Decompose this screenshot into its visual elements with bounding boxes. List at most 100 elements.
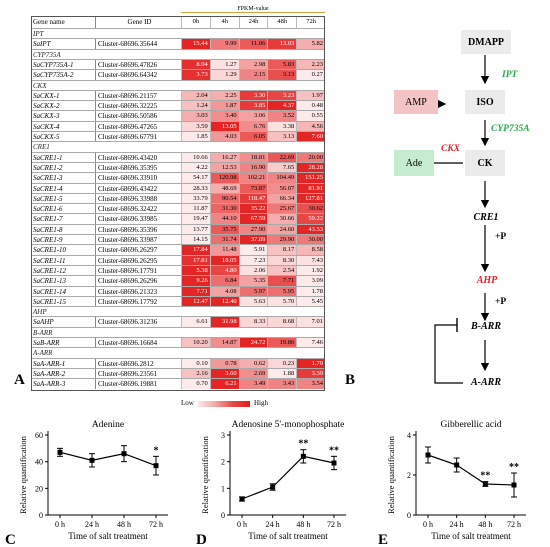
fpkm-cell: 13.03 (267, 39, 297, 50)
fpkm-cell: 8.17 (267, 245, 297, 256)
gene-id: Cluster-68696.43420 (95, 152, 181, 163)
heatmap-gene-row: SaCYP735A-1 Cluster-68696.47826 8.04 1.27 2.… (31, 58, 325, 71)
y-tick-label: 0 (39, 511, 43, 520)
node-cre1: CRE1 (473, 211, 499, 223)
fpkm-cell: 14.15 (181, 235, 210, 246)
gene-id: Cluster-68696.33910 (95, 173, 181, 184)
fpkm-cell: 1.27 (209, 59, 239, 71)
fpkm-cell: 11.48 (209, 245, 239, 256)
node-dmapp: DMAPP (461, 30, 511, 54)
heatmap-gene-row: SaCRE1-4 Cluster-68696.43422 28.33 48.69 73.… (31, 182, 325, 194)
panel-label-a: A (14, 372, 25, 388)
group-name: B-ARR (33, 328, 53, 337)
x-tick-label: 0 h (237, 520, 247, 529)
x-tick-label: 24 h (450, 520, 464, 529)
fpkm-cell: 5.83 (267, 59, 297, 71)
legend-low-label: Low (181, 399, 194, 407)
fpkm-cell: 104.49 (267, 173, 297, 184)
fpkm-cell: 11.87 (181, 204, 210, 215)
fpkm-cell: 17.84 (181, 245, 210, 256)
gene-name: SaCKX-1 (33, 91, 60, 100)
header-time-0: 0h (181, 16, 210, 28)
fpkm-cell: 30.62 (296, 204, 325, 215)
fpkm-cell: 10.20 (181, 338, 210, 349)
gene-id: Cluster-68696.47826 (95, 59, 181, 71)
pathway-diagram (417, 55, 490, 384)
node-iso: ISO (465, 90, 505, 114)
gene-name: SaCRE1-1 (33, 153, 63, 162)
heatmap-gene-row: SaCRE1-6 Cluster-68696.32422 11.87 31.30 35.… (31, 203, 325, 215)
heatmap-gene-row: SaCRE1-11 Cluster-68696.26295 17.81 18.05 7.… (31, 254, 325, 266)
header-time-3: 48h (267, 16, 296, 28)
gene-id: Cluster-68696.2812 (95, 358, 181, 369)
fpkm-cell: 56.07 (267, 183, 297, 194)
x-tick-label: 48 h (478, 520, 492, 529)
header-gene-id: Gene ID (95, 16, 181, 28)
fpkm-cell: 1.29 (209, 70, 239, 81)
gene-id: Cluster-68696.50586 (95, 111, 181, 122)
heatmap-gene-row: SaCRE1-8 Cluster-68696.35396 13.77 35.75 27.… (31, 223, 325, 235)
gene-name: SaCRE1-7 (33, 215, 63, 224)
data-point (425, 452, 431, 458)
fpkm-cell: 151.25 (296, 173, 325, 184)
gene-id: Cluster-68696.17792 (95, 296, 181, 308)
gene-id: Cluster-68696.35395 (95, 162, 181, 174)
fpkm-cell: 7.01 (296, 317, 325, 328)
gene-id: Cluster-68696.26297 (95, 245, 181, 256)
gene-name: SaCRE1-5 (33, 194, 63, 203)
fpkm-cell: 3.40 (209, 111, 239, 122)
fpkm-cell: 8.33 (238, 317, 268, 328)
fpkm-cell: 4.37 (267, 101, 297, 112)
heatmap-gene-row: SaAHP Cluster-68696.31236 6.61 31.98 8.33 8.6… (31, 316, 325, 328)
heatmap-gene-row: SaCRE1-5 Cluster-68696.33988 33.79 90.54 118… (31, 192, 325, 205)
data-point (89, 457, 95, 463)
heatmap-gene-row: SaCKX-5 Cluster-68696.67791 1.85 4.03 6.05 3.… (31, 131, 325, 143)
fpkm-cell: 10.66 (181, 152, 210, 163)
gene-id: Cluster-68696.17791 (95, 265, 181, 277)
fpkm-cell: 6.61 (181, 317, 210, 328)
data-point (331, 460, 337, 466)
plus-p-2: +P (495, 297, 507, 307)
series-line (241, 455, 335, 500)
plus-p-1: +P (495, 232, 507, 242)
fpkm-cell: 1.85 (181, 132, 210, 143)
fpkm-cell: 5.97 (238, 286, 268, 297)
gene-name: SaCRE1-14 (33, 287, 67, 296)
heatmap-group-row: A-ARR (31, 347, 325, 358)
fpkm-cell: 29.90 (267, 235, 297, 246)
heatmap-gene-row: SaCKX-1 Cluster-68696.21157 2.04 2.25 3.30 3.… (31, 89, 325, 102)
fpkm-cell: 8.68 (267, 317, 297, 328)
fpkm-cell: 18.05 (209, 255, 239, 266)
fpkm-cell: 2.54 (267, 265, 297, 277)
heatmap-gene-row: SaCYP735A-2 Cluster-68696.64342 3.73 1.29 2.… (31, 69, 325, 81)
heatmap-group-row: CRE1 (31, 141, 325, 152)
fpkm-cell: 48.69 (209, 183, 239, 194)
gene-id: Cluster-68696.64342 (95, 70, 181, 81)
fpkm-cell: 90.54 (209, 193, 239, 205)
fpkm-cell: 0.27 (296, 70, 325, 81)
fpkm-cell: 6.21 (209, 379, 239, 390)
fpkm-cell: 37.09 (238, 235, 268, 246)
fpkm-cell: 5.70 (267, 296, 297, 308)
y-axis-label: Relative quantification (386, 435, 396, 513)
fpkm-cell: 1.97 (296, 90, 325, 102)
data-point (121, 451, 127, 457)
gene-name: SaCRE1-10 (33, 246, 67, 255)
fpkm-cell: 18.81 (238, 152, 268, 163)
heatmap-gene-row: SaA-ARR-3 Cluster-68696.19881 0.70 6.21 3.49… (31, 378, 325, 390)
gene-id: Cluster-68696.21157 (95, 90, 181, 102)
group-name: CYP735A (33, 50, 61, 59)
fpkm-cell: 4.03 (209, 132, 239, 143)
fpkm-cell: 5.35 (238, 276, 268, 287)
fpkm-cell: 4.08 (209, 286, 239, 297)
fpkm-cell: 3.39 (296, 368, 325, 380)
fpkm-cell: 81.91 (296, 183, 325, 194)
x-tick-label: 48 h (117, 520, 131, 529)
fpkm-cell: 1.79 (296, 358, 325, 369)
fpkm-cell: 5.63 (238, 296, 268, 308)
group-name: CRE1 (33, 143, 50, 152)
header-time-1: 4h (209, 16, 239, 28)
fpkm-cell: 1.87 (209, 101, 239, 112)
fpkm-cell: 3.59 (181, 121, 210, 132)
fpkm-cell: 54.17 (181, 173, 210, 184)
